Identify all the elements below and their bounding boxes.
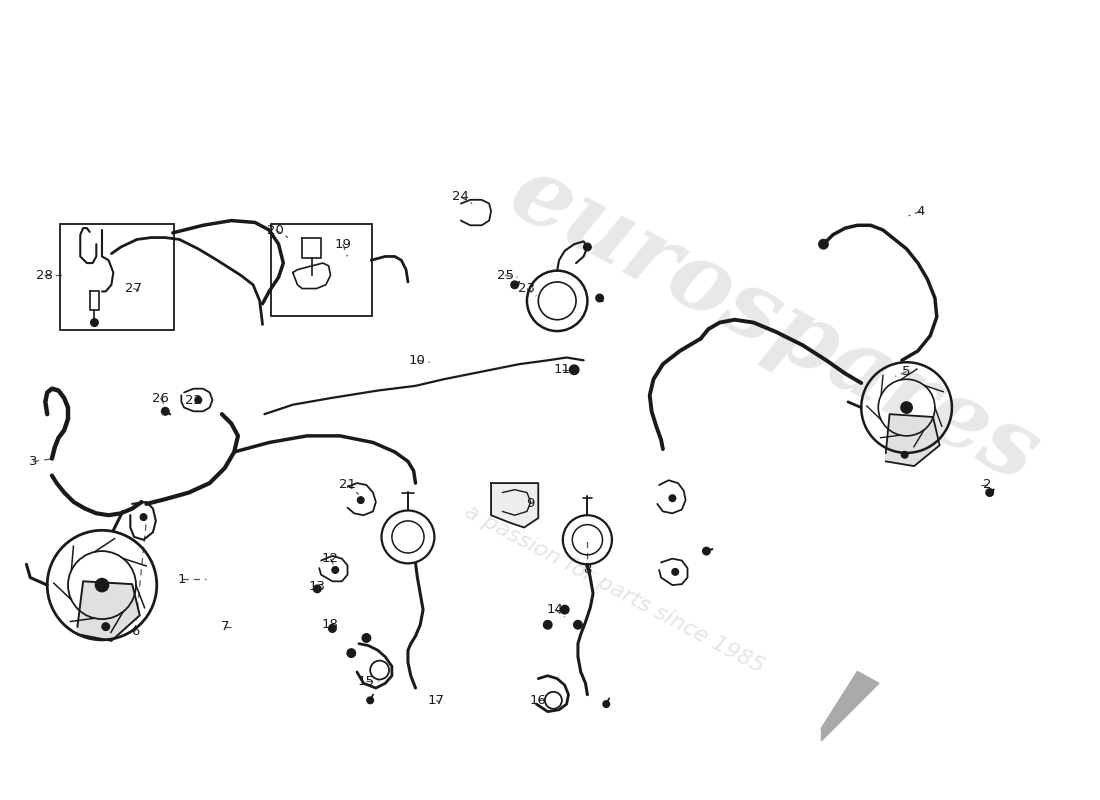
Circle shape	[102, 623, 110, 630]
Circle shape	[332, 566, 339, 574]
Text: 9: 9	[527, 498, 535, 510]
Circle shape	[669, 495, 675, 502]
Text: 4: 4	[916, 205, 925, 218]
Circle shape	[348, 649, 355, 658]
Circle shape	[596, 294, 604, 302]
Text: 23: 23	[518, 282, 536, 295]
Circle shape	[901, 451, 908, 458]
Text: 7: 7	[220, 620, 229, 633]
Circle shape	[358, 497, 364, 503]
Polygon shape	[77, 582, 140, 641]
Circle shape	[543, 621, 552, 629]
Text: 19: 19	[334, 238, 351, 250]
Text: 28: 28	[36, 269, 53, 282]
Text: 11: 11	[553, 363, 571, 376]
Text: 6: 6	[131, 625, 140, 638]
Polygon shape	[822, 672, 878, 740]
Text: 21: 21	[339, 478, 356, 491]
Circle shape	[603, 701, 609, 707]
Circle shape	[672, 569, 679, 575]
Circle shape	[162, 407, 169, 415]
Text: 15: 15	[358, 675, 375, 688]
Text: 13: 13	[309, 581, 326, 594]
Text: a passion for parts since 1985: a passion for parts since 1985	[461, 501, 767, 677]
Text: 3: 3	[29, 455, 37, 468]
Circle shape	[986, 489, 993, 496]
Circle shape	[703, 547, 711, 555]
Text: 2: 2	[982, 478, 991, 491]
Text: 18: 18	[321, 618, 338, 631]
Text: eurospares: eurospares	[495, 147, 1054, 502]
Circle shape	[818, 239, 828, 249]
Text: 24: 24	[452, 190, 470, 203]
Text: 16: 16	[530, 694, 547, 707]
Text: 5: 5	[902, 365, 911, 378]
Circle shape	[367, 697, 374, 704]
Text: 22: 22	[185, 394, 202, 406]
Polygon shape	[491, 483, 538, 527]
Text: 17: 17	[428, 694, 444, 707]
Circle shape	[195, 397, 201, 403]
Text: 14: 14	[547, 603, 563, 616]
Circle shape	[362, 634, 371, 642]
Text: 10: 10	[409, 354, 426, 367]
Circle shape	[570, 365, 579, 374]
Circle shape	[561, 606, 569, 614]
Circle shape	[901, 402, 912, 414]
Text: 1: 1	[178, 573, 187, 586]
Circle shape	[90, 318, 98, 326]
Circle shape	[574, 621, 582, 629]
Text: 12: 12	[322, 552, 339, 565]
Circle shape	[140, 514, 146, 521]
Text: 20: 20	[267, 223, 284, 237]
Circle shape	[329, 625, 337, 632]
Circle shape	[96, 578, 109, 592]
Text: 8: 8	[583, 563, 592, 577]
Circle shape	[584, 243, 591, 250]
Text: 27: 27	[124, 282, 142, 295]
Circle shape	[510, 281, 518, 289]
Circle shape	[314, 585, 321, 593]
Text: 25: 25	[497, 269, 514, 282]
Polygon shape	[886, 414, 939, 466]
Text: 26: 26	[152, 392, 169, 405]
